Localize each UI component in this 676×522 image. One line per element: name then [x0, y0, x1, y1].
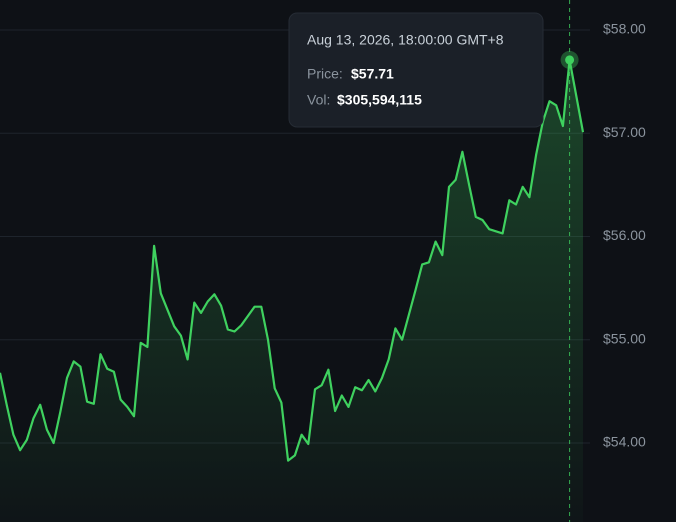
- tooltip: Aug 13, 2026, 18:00:00 GMT+8 Price: $57.…: [288, 12, 544, 128]
- y-tick-label: $57.00: [603, 124, 646, 140]
- y-tick-label: $56.00: [603, 227, 646, 243]
- hover-point: [565, 55, 575, 65]
- tooltip-date: Aug 13, 2026, 18:00:00 GMT+8: [307, 32, 504, 48]
- y-tick-label: $58.00: [603, 21, 646, 37]
- tooltip-volume-label: Vol:: [307, 92, 330, 108]
- tooltip-volume: $305,594,115: [337, 92, 422, 108]
- grid: $54.00 $55.00 $56.00 $57.00 $58.00: [0, 21, 646, 450]
- y-tick-label: $55.00: [603, 330, 646, 346]
- price-line: [0, 58, 585, 462]
- plot: [0, 0, 585, 522]
- area: [0, 59, 583, 522]
- tooltip-price-label: Price:: [307, 66, 343, 82]
- tooltip-box: [288, 12, 544, 128]
- y-tick-label: $54.00: [603, 434, 646, 450]
- tooltip-price: $57.71: [351, 66, 394, 82]
